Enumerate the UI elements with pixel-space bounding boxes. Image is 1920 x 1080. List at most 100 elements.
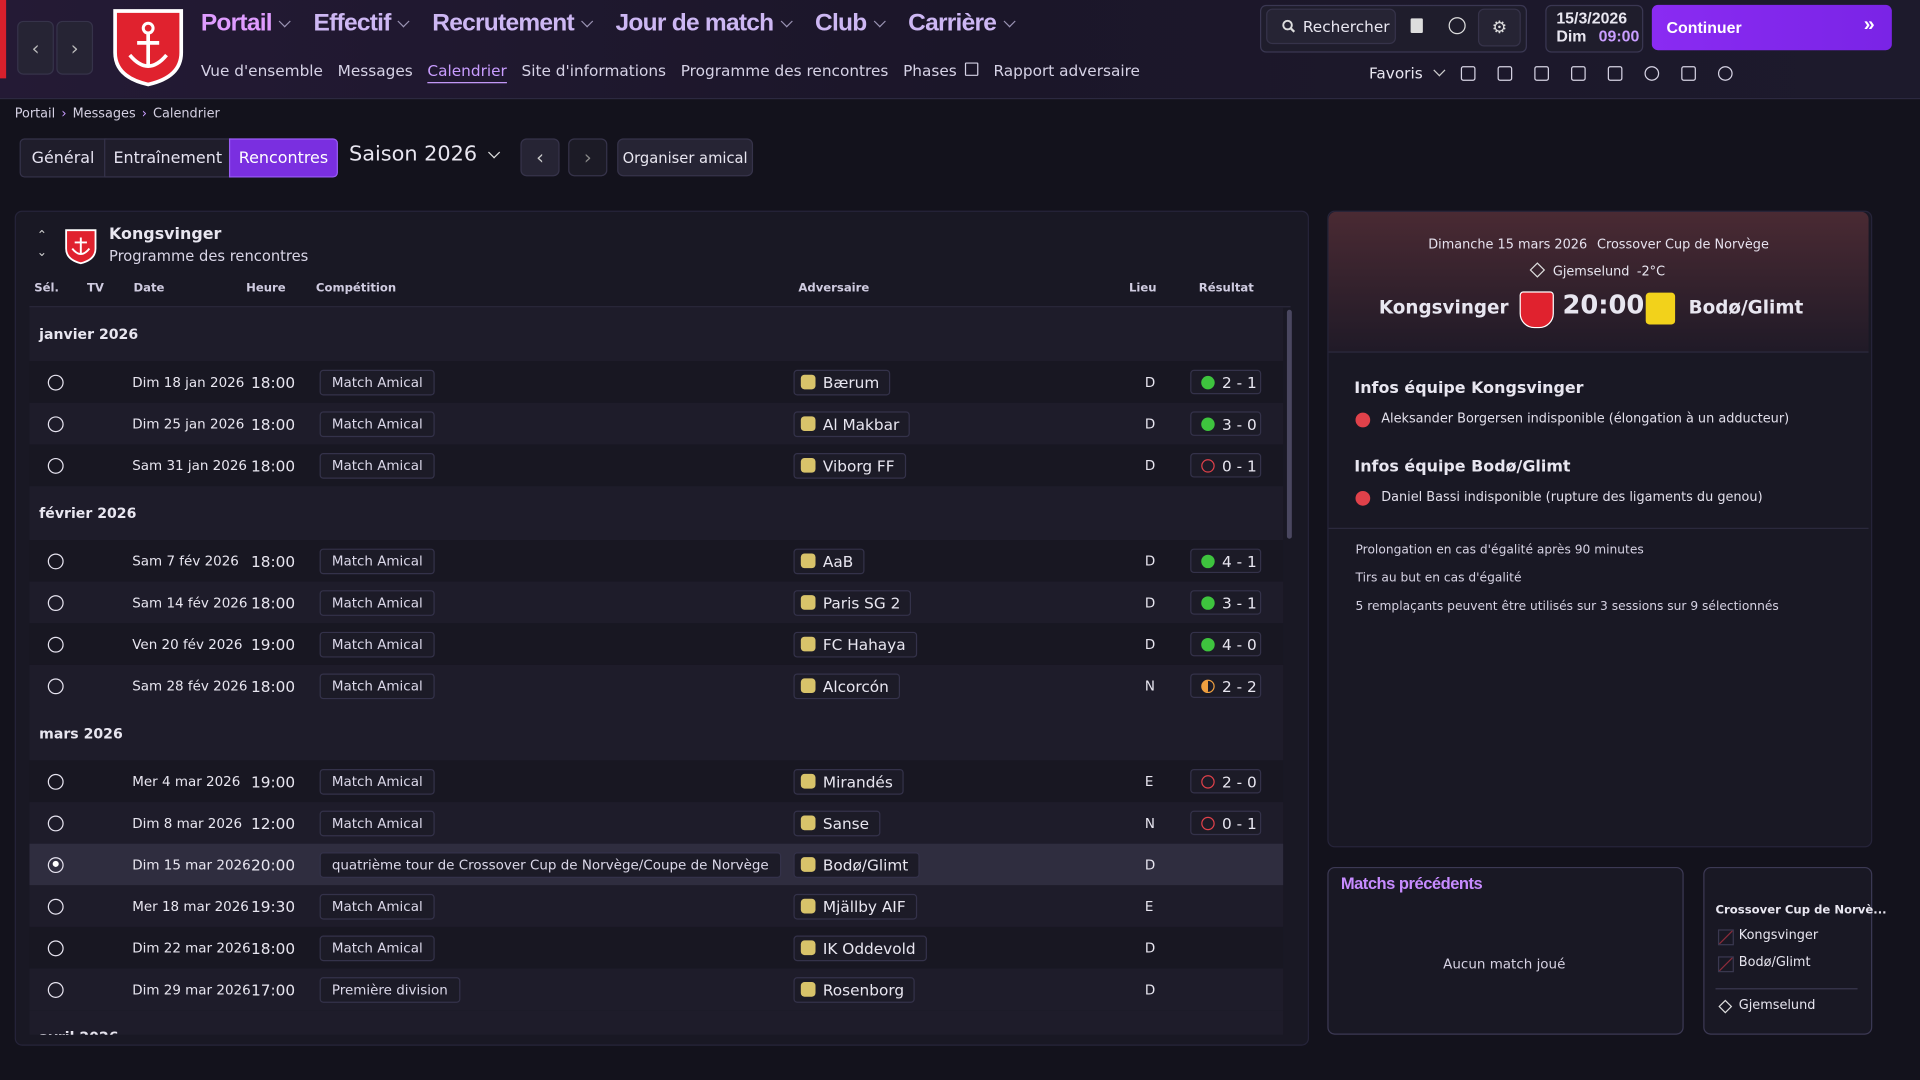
- radio[interactable]: [47, 898, 64, 915]
- opponent[interactable]: FC Hahaya: [793, 631, 917, 657]
- bookmark-icon[interactable]: [1410, 18, 1423, 34]
- submenu-item[interactable]: Rapport adversaire: [993, 61, 1140, 80]
- competition[interactable]: Match Amical: [319, 369, 435, 395]
- match-row[interactable]: Dim 29 mar 2026 17:00 Première division Ros…: [29, 968, 1284, 1011]
- icon[interactable]: [1681, 66, 1696, 81]
- result[interactable]: 2 - 2: [1190, 673, 1262, 698]
- favorites[interactable]: Favoris: [1369, 64, 1446, 82]
- radio[interactable]: [47, 552, 64, 569]
- icon[interactable]: [1534, 66, 1549, 81]
- result[interactable]: 0 - 1: [1190, 453, 1262, 478]
- tab[interactable]: Entraînement: [104, 138, 232, 178]
- tab[interactable]: Rencontres: [228, 138, 338, 178]
- icon[interactable]: [1644, 66, 1660, 81]
- competition[interactable]: Match Amical: [319, 410, 435, 437]
- result[interactable]: 2 - 1: [1190, 369, 1262, 395]
- radio[interactable]: [47, 677, 64, 694]
- tab[interactable]: Général: [19, 138, 107, 178]
- opponent[interactable]: Bodø/Glimt: [793, 851, 920, 878]
- opponent[interactable]: Mjällby AIF: [793, 893, 917, 919]
- radio[interactable]: [47, 374, 64, 390]
- continue-button[interactable]: Continuer »: [1651, 4, 1892, 51]
- prev-season[interactable]: ‹: [520, 138, 560, 177]
- competition[interactable]: Match Amical: [319, 547, 435, 574]
- friendly-button[interactable]: Organiser amical: [617, 138, 754, 177]
- match-row[interactable]: Ven 20 fév 2026 19:00 Match Amical FC Hahay…: [29, 623, 1284, 665]
- opponent[interactable]: Mirandés: [793, 768, 904, 795]
- collapse-arrows[interactable]: ⌃ ⌄: [36, 228, 48, 260]
- opponent[interactable]: Sanse: [793, 810, 881, 836]
- forward-button[interactable]: ›: [56, 20, 94, 75]
- opponent[interactable]: Paris SG 2: [793, 589, 912, 616]
- match-row[interactable]: Mer 18 mar 2026 19:30 Match Amical Mjällby …: [29, 885, 1284, 927]
- next-season[interactable]: ›: [568, 138, 608, 177]
- match-row[interactable]: Sam 28 fév 2026 18:00 Match Amical Alcorcón…: [29, 664, 1284, 707]
- radio[interactable]: [47, 981, 64, 998]
- radio[interactable]: [47, 594, 64, 611]
- scrollbar[interactable]: [1286, 309, 1292, 539]
- match-row[interactable]: Dim 8 mar 2026 12:00 Match Amical Sanse N 0 -…: [29, 802, 1284, 844]
- competition[interactable]: Match Amical: [319, 810, 435, 836]
- opponent[interactable]: Viborg FF: [793, 452, 906, 479]
- opponent[interactable]: AaB: [793, 547, 865, 574]
- result[interactable]: 3 - 0: [1190, 411, 1262, 436]
- icon[interactable]: [1607, 66, 1623, 81]
- date-box[interactable]: [1545, 4, 1644, 53]
- crumb[interactable]: Portail: [14, 106, 56, 122]
- opponent[interactable]: Bærum: [793, 369, 891, 395]
- competition[interactable]: Première division: [319, 976, 461, 1003]
- radio[interactable]: [47, 457, 64, 474]
- settings-button[interactable]: ⚙: [1477, 8, 1521, 47]
- result[interactable]: 3 - 1: [1190, 590, 1262, 615]
- back-button[interactable]: ‹: [17, 20, 54, 75]
- competition[interactable]: Match Amical: [319, 934, 435, 961]
- competition[interactable]: Match Amical: [319, 631, 435, 657]
- competition[interactable]: Match Amical: [319, 768, 435, 795]
- match-row[interactable]: Dim 18 jan 2026 18:00 Match Amical Bærum D 2 …: [29, 361, 1284, 403]
- opponent[interactable]: Al Makbar: [793, 410, 911, 437]
- match-row[interactable]: Mer 4 mar 2026 19:00 Match Amical Mirandés E…: [29, 760, 1284, 803]
- menu-item[interactable]: Carrière: [908, 10, 1013, 38]
- match-row[interactable]: Dim 25 jan 2026 18:00 Match Amical Al Makba…: [29, 402, 1284, 445]
- result[interactable]: 2 - 0: [1190, 768, 1262, 794]
- opponent[interactable]: Rosenborg: [793, 976, 916, 1003]
- match-row[interactable]: Dim 15 mar 2026 20:00 quatrième tour de Cr…: [29, 843, 1284, 886]
- menu-item[interactable]: Portail: [201, 10, 289, 38]
- submenu-item[interactable]: Messages: [337, 61, 413, 80]
- radio[interactable]: [47, 814, 64, 831]
- menu-item[interactable]: Club: [815, 10, 884, 38]
- submenu-item[interactable]: Vue d'ensemble: [200, 61, 323, 80]
- result[interactable]: 0 - 1: [1190, 810, 1262, 836]
- search-button[interactable]: Rechercher: [1266, 8, 1396, 45]
- icon[interactable]: [1717, 66, 1733, 81]
- globe-icon[interactable]: [1448, 17, 1466, 35]
- competition[interactable]: quatrième tour de Crossover Cup de Norvè…: [319, 851, 781, 878]
- match-row[interactable]: Dim 22 mar 2026 18:00 Match Amical IK Oddev…: [29, 926, 1284, 969]
- submenu-item[interactable]: Phases: [903, 61, 979, 83]
- radio[interactable]: [47, 773, 64, 790]
- result[interactable]: 4 - 0: [1190, 631, 1262, 657]
- match-row[interactable]: Sam 14 fév 2026 18:00 Match Amical Paris SG…: [29, 581, 1284, 624]
- menu-item[interactable]: Effectif: [314, 10, 408, 38]
- competition[interactable]: Match Amical: [319, 452, 435, 479]
- opponent[interactable]: Alcorcón: [793, 672, 900, 699]
- icon[interactable]: [1460, 66, 1476, 81]
- radio[interactable]: [47, 415, 64, 432]
- opponent[interactable]: IK Oddevold: [793, 934, 927, 961]
- menu-item[interactable]: Jour de match: [616, 10, 791, 38]
- competition[interactable]: Match Amical: [319, 589, 435, 616]
- icon[interactable]: [1497, 66, 1513, 81]
- match-row[interactable]: Sam 31 jan 2026 18:00 Match Amical Viborg F…: [29, 444, 1284, 487]
- competition[interactable]: Match Amical: [319, 672, 435, 699]
- radio[interactable]: [47, 939, 64, 956]
- submenu-item[interactable]: Calendrier: [427, 61, 507, 84]
- icon[interactable]: [1571, 66, 1586, 81]
- radio[interactable]: [47, 856, 64, 873]
- competition[interactable]: Match Amical: [319, 893, 435, 919]
- radio[interactable]: [47, 636, 64, 653]
- result[interactable]: 4 - 1: [1190, 548, 1262, 574]
- submenu-item[interactable]: Site d'informations: [521, 61, 667, 80]
- menu-item[interactable]: Recrutement: [432, 10, 591, 38]
- season-select[interactable]: Saison 2026: [349, 142, 500, 167]
- submenu-item[interactable]: Programme des rencontres: [680, 61, 889, 80]
